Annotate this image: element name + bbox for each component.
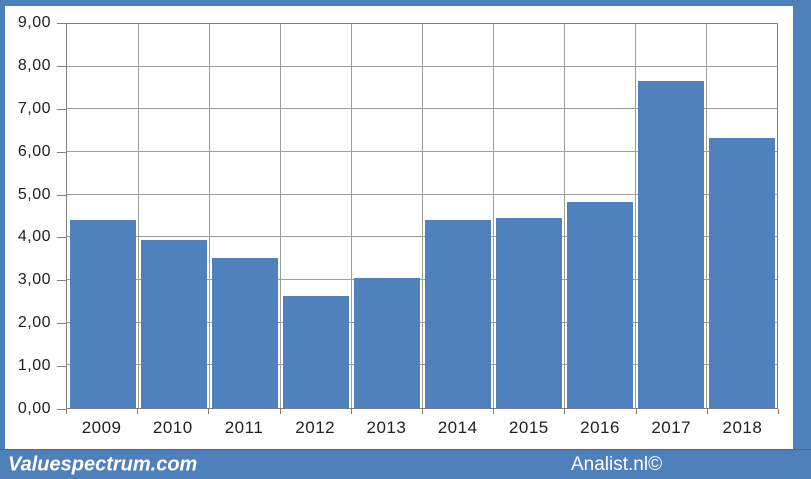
x-label-2018: 2018 [722, 418, 763, 437]
bar-slot-2013 [351, 24, 422, 408]
y-tick-mark [57, 66, 66, 67]
bar-series [67, 24, 777, 408]
bar-2013 [353, 278, 420, 408]
bar-slot-2011 [209, 24, 280, 408]
vertical-gridline [635, 24, 636, 408]
bar-slot-2018 [706, 24, 777, 408]
x-label-2017: 2017 [651, 418, 692, 437]
x-label-2015: 2015 [508, 418, 549, 437]
y-tick-label: 8,00 [17, 56, 51, 74]
y-tick-mark [57, 109, 66, 110]
x-label-2009: 2009 [81, 418, 122, 437]
y-tick-label: 5,00 [17, 185, 51, 203]
y-tick-label: 9,00 [17, 14, 51, 31]
bar-2012 [282, 296, 349, 408]
x-tick-mark [564, 409, 566, 414]
vertical-gridline [138, 24, 139, 408]
x-tick-mark [66, 409, 67, 414]
y-tick-label: 2,00 [17, 314, 51, 332]
bar-slot-2014 [422, 24, 493, 408]
y-tick-label: 1,00 [17, 357, 51, 375]
gridlines [67, 24, 777, 408]
x-label-2016: 2016 [580, 418, 620, 437]
x-tick-mark [778, 409, 779, 414]
valuespectrum-watermark: Valuespectrum.com [8, 453, 198, 475]
bar-2011 [211, 257, 278, 408]
y-tick-mark [57, 23, 66, 24]
bar-slot-2016 [564, 24, 635, 408]
vertical-gridline [280, 24, 281, 408]
bar-2015 [495, 218, 562, 408]
x-tick-mark [279, 409, 281, 414]
x-tick-mark [493, 409, 495, 414]
x-label-2012: 2012 [295, 418, 336, 437]
x-label-2014: 2014 [437, 418, 478, 437]
x-label-2011: 2011 [224, 418, 264, 437]
bar-2014 [424, 219, 491, 408]
y-tick-mark [57, 195, 66, 196]
x-tick-mark [137, 409, 139, 414]
analist-watermark: Analist.nl© [571, 453, 663, 475]
bar-slot-2015 [493, 24, 564, 408]
bar-2018 [708, 138, 775, 408]
bar-slot-2009 [67, 24, 138, 408]
bar-2016 [566, 201, 633, 408]
bar-slot-2010 [138, 24, 209, 408]
footer-bar: Valuespectrum.com Analist.nl© [0, 449, 811, 479]
vertical-gridline [493, 24, 494, 408]
x-tick-mark [350, 409, 352, 414]
x-tick-mark [208, 409, 210, 414]
y-tick-mark [57, 237, 66, 238]
bar-slot-2012 [280, 24, 351, 408]
y-tick-label: 3,00 [17, 271, 51, 289]
vertical-gridline [706, 24, 707, 408]
x-axis-labels: 2009 2010 2011 2012 2013 2014 2015 2016 2017 2018 [66, 418, 778, 438]
y-tick-mark [57, 280, 66, 281]
plot-area [66, 23, 778, 409]
y-tick-mark [57, 323, 66, 324]
x-label-2013: 2013 [366, 418, 407, 437]
bar-2017 [637, 81, 704, 408]
vertical-gridline [209, 24, 210, 408]
y-tick-label: 4,00 [17, 228, 51, 246]
y-tick-mark [57, 409, 66, 410]
vertical-gridline [564, 24, 565, 408]
bar-2009 [69, 220, 136, 408]
y-tick-label: 7,00 [17, 99, 51, 117]
x-label-2010: 2010 [152, 418, 193, 437]
y-tick-label: 0,00 [17, 400, 51, 417]
y-tick-mark [57, 366, 66, 367]
x-tick-mark [422, 409, 423, 414]
bar-slot-2017 [635, 24, 706, 408]
chart-canvas: 0,00 1,00 2,00 3,00 4,00 5,00 6,00 7,00 8,00 9,00… [5, 6, 793, 449]
vertical-gridline [351, 24, 352, 408]
bar-2010 [140, 240, 207, 408]
x-tick-mark [635, 409, 637, 414]
x-tick-mark [706, 409, 708, 414]
vertical-gridline [422, 24, 423, 408]
y-tick-label: 6,00 [17, 142, 51, 160]
y-tick-mark [57, 152, 66, 153]
